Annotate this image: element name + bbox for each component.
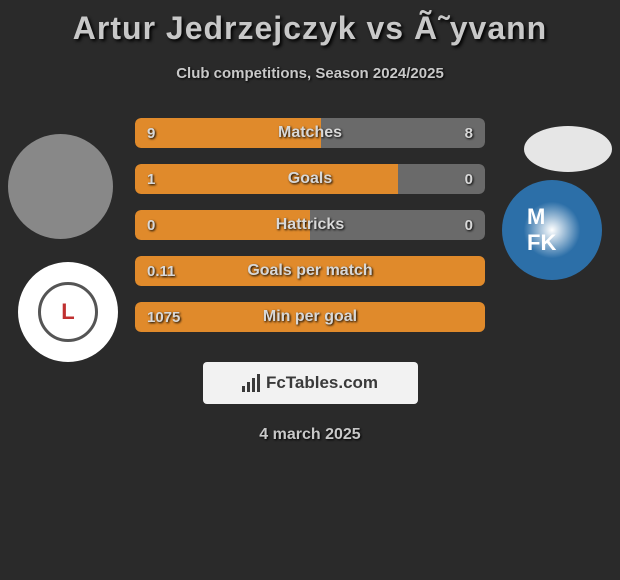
- stat-bar-label: Hattricks: [135, 210, 485, 240]
- stat-bar-value-left: 0: [147, 210, 155, 240]
- stat-bar-label: Matches: [135, 118, 485, 148]
- player-left-avatar: [8, 134, 113, 239]
- brand-text: FcTables.com: [266, 373, 378, 393]
- brand-box[interactable]: FcTables.com: [203, 362, 418, 404]
- player-right-avatar: [524, 126, 612, 172]
- club-left-logo: [18, 262, 118, 362]
- comparison-subtitle: Club competitions, Season 2024/2025: [0, 65, 620, 82]
- club-right-logo-text: M FK: [527, 204, 577, 256]
- stat-bar-label: Goals: [135, 164, 485, 194]
- stat-bar-value-left: 9: [147, 118, 155, 148]
- stat-bar-value-right: 0: [465, 210, 473, 240]
- stat-bar: Goals1 0: [135, 164, 485, 194]
- comparison-title: Artur Jedrzejczyk vs Ã˜yvann: [0, 0, 620, 47]
- stats-bars: Matches98Goals10Hattricks00Goals per mat…: [135, 112, 485, 332]
- stat-bar-value-right: 8: [465, 118, 473, 148]
- chart-icon: [242, 374, 260, 392]
- stat-bar-value-left: 0.11: [147, 256, 175, 286]
- stat-bar: Min per goal1075: [135, 302, 485, 332]
- stat-bar-value-right: 0: [465, 164, 473, 194]
- stat-bar-value-left: 1075: [147, 302, 180, 332]
- stat-bar-label: Goals per match: [135, 256, 485, 286]
- club-right-logo: M FK: [502, 180, 602, 280]
- stat-bar-value-left: 1: [147, 164, 155, 194]
- stat-bar: Matches9 8: [135, 118, 485, 148]
- stat-bar-label: Min per goal: [135, 302, 485, 332]
- stat-bar: Goals per match0.11: [135, 256, 485, 286]
- comparison-date: 4 march 2025: [0, 426, 620, 444]
- club-left-logo-inner: [38, 282, 98, 342]
- content-area: M FK Matches98Goals10Hattricks00Goals pe…: [0, 112, 620, 444]
- stat-bar: Hattricks0 0: [135, 210, 485, 240]
